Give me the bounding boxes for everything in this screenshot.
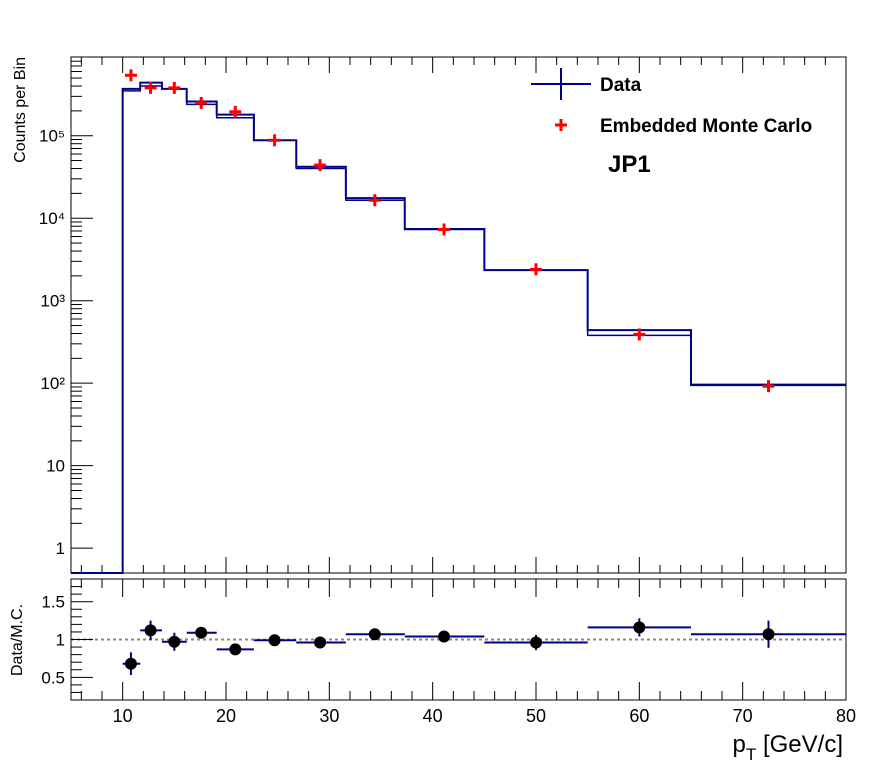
top-y-axis-label: Counts per Bin bbox=[12, 57, 29, 163]
ratio-marker bbox=[144, 624, 157, 637]
ratio-marker bbox=[314, 636, 327, 649]
x-axis-label-main: p bbox=[733, 731, 746, 758]
bottom-y-axis-label: Data/M.C. bbox=[9, 604, 26, 676]
y-tick-label: 10⁴ bbox=[39, 209, 65, 228]
data-step-line bbox=[71, 81, 846, 574]
top-y-axis-tick-labels: 1 10 10² 10³ 10⁴ 10⁵ bbox=[39, 127, 66, 558]
mc-marker bbox=[144, 81, 157, 94]
bottom-y-axis-ticks bbox=[71, 586, 93, 693]
ratio-marker bbox=[168, 635, 181, 648]
y-tick-label: 10³ bbox=[40, 292, 65, 311]
legend-mc-label: Embedded Monte Carlo bbox=[600, 116, 812, 137]
ratio-point bbox=[691, 620, 846, 648]
mc-marker bbox=[229, 105, 242, 118]
mc-marker bbox=[368, 194, 381, 207]
data-histogram bbox=[71, 81, 846, 574]
mc-step-line bbox=[71, 85, 846, 574]
legend-mc-marker-icon bbox=[555, 119, 567, 131]
ratio-marker bbox=[268, 634, 281, 647]
ratio-marker bbox=[229, 643, 242, 656]
ratio-point bbox=[296, 636, 346, 649]
x-axis-label-subscript: T bbox=[746, 745, 756, 764]
top-panel: 1 10 10² 10³ 10⁴ 10⁵ Counts per Bin Data Embe… bbox=[12, 56, 847, 574]
ratio-point bbox=[161, 632, 187, 651]
x-tick-label: 70 bbox=[733, 706, 753, 726]
y-tick-label: 1 bbox=[56, 539, 65, 558]
trigger-annotation: JP1 bbox=[608, 151, 651, 178]
bottom-x-axis-tick-labels: 10 20 30 40 50 60 70 80 bbox=[113, 706, 856, 726]
ratio-point bbox=[140, 620, 162, 641]
x-tick-label: 80 bbox=[836, 706, 856, 726]
mc-marker bbox=[268, 134, 281, 147]
x-tick-label: 30 bbox=[319, 706, 339, 726]
bottom-panel: 0.5 1 1.5 10 20 30 40 50 60 70 80 Data/M.C. pT [G… bbox=[9, 578, 856, 764]
ratio-point bbox=[186, 626, 217, 639]
ratio-point bbox=[253, 634, 297, 647]
legend-data-label: Data bbox=[600, 75, 642, 96]
ratio-marker bbox=[633, 621, 646, 634]
y-tick-label: 10⁵ bbox=[39, 127, 65, 146]
top-plot-frame bbox=[70, 56, 847, 574]
y-tick-label: 10² bbox=[40, 374, 65, 393]
top-y-axis-ticks bbox=[71, 56, 93, 549]
x-tick-label: 50 bbox=[526, 706, 546, 726]
ratio-point bbox=[345, 628, 405, 641]
x-axis-label-units: [GeV/c] bbox=[756, 731, 843, 758]
mc-marker bbox=[530, 263, 542, 276]
x-tick-label: 60 bbox=[629, 706, 649, 726]
ratio-marker bbox=[195, 626, 208, 639]
mc-marker bbox=[438, 223, 451, 236]
ratio-marker bbox=[368, 628, 381, 641]
ratio-point bbox=[587, 618, 691, 637]
ratio-points bbox=[122, 618, 846, 676]
ratio-point bbox=[122, 652, 141, 676]
ratio-marker bbox=[124, 657, 137, 670]
ratio-marker bbox=[438, 630, 451, 643]
x-tick-label: 10 bbox=[113, 706, 133, 726]
x-tick-label: 20 bbox=[216, 706, 236, 726]
y-tick-label: 1 bbox=[56, 631, 65, 650]
mc-markers bbox=[124, 69, 775, 393]
ratio-point bbox=[216, 643, 254, 656]
bottom-x-axis-ticks bbox=[80, 579, 847, 700]
mc-marker bbox=[168, 81, 181, 94]
y-tick-label: 1.5 bbox=[41, 593, 65, 612]
ratio-marker bbox=[530, 636, 542, 649]
ratio-point bbox=[484, 634, 588, 651]
ratio-point bbox=[404, 630, 485, 643]
y-tick-label: 10 bbox=[46, 457, 65, 476]
x-axis-label: pT [GeV/c] bbox=[733, 731, 843, 764]
x-tick-label: 40 bbox=[423, 706, 443, 726]
mc-marker bbox=[314, 159, 327, 172]
mc-marker bbox=[124, 69, 137, 82]
mc-marker bbox=[762, 380, 775, 393]
legend: Data Embedded Monte Carlo bbox=[531, 68, 812, 137]
ratio-marker bbox=[762, 628, 775, 641]
mc-histogram bbox=[71, 85, 846, 574]
mc-marker bbox=[195, 96, 208, 109]
y-tick-label: 0.5 bbox=[41, 668, 65, 687]
bottom-y-axis-tick-labels: 0.5 1 1.5 bbox=[41, 593, 65, 688]
mc-marker bbox=[633, 328, 646, 341]
